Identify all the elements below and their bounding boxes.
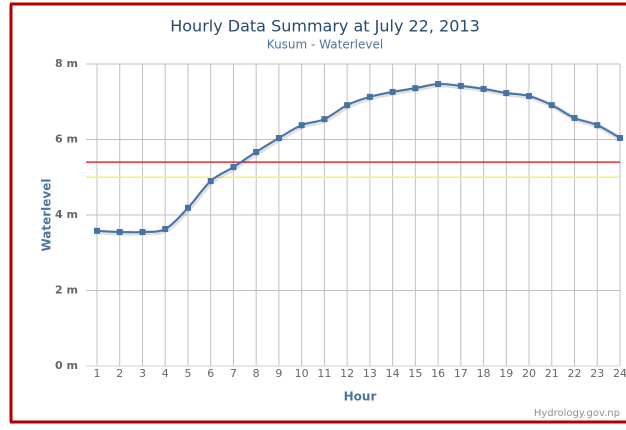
point-marker <box>184 204 191 211</box>
point-marker <box>230 164 237 171</box>
y-tick-label: 2 m <box>55 284 78 297</box>
point-marker <box>344 102 351 109</box>
x-tick-label: 19 <box>499 367 513 380</box>
y-tick-label: 8 m <box>55 57 78 70</box>
y-tick-label: 0 m <box>55 359 78 372</box>
point-marker <box>526 93 533 100</box>
chart-title: Hourly Data Summary at July 22, 2013 <box>170 17 480 36</box>
x-tick-label: 4 <box>162 367 169 380</box>
point-marker <box>275 134 282 141</box>
point-marker <box>571 114 578 121</box>
point-marker <box>116 228 123 235</box>
x-tick-label: 7 <box>230 367 237 380</box>
x-tick-label: 20 <box>522 367 536 380</box>
x-axis-title: Hour <box>344 390 377 404</box>
point-marker <box>366 93 373 100</box>
credit: Hydrology.gov.np <box>534 408 620 419</box>
point-marker <box>94 227 100 234</box>
point-marker <box>298 122 305 129</box>
point-marker <box>503 90 510 97</box>
point-marker <box>594 122 601 129</box>
x-tick-label: 21 <box>545 367 559 380</box>
x-tick-label: 13 <box>363 367 377 380</box>
point-marker <box>321 116 328 123</box>
x-tick-label: 8 <box>253 367 260 380</box>
x-tick-label: 23 <box>590 367 604 380</box>
x-tick-label: 5 <box>184 367 191 380</box>
x-tick-label: 18 <box>477 367 491 380</box>
y-tick-label: 6 m <box>55 133 78 146</box>
x-tick-label: 11 <box>317 367 331 380</box>
x-tick-label: 12 <box>340 367 354 380</box>
x-tick-label: 10 <box>295 367 309 380</box>
point-marker <box>435 81 442 88</box>
x-tick-label: 24 <box>613 367 626 380</box>
x-tick-label: 17 <box>454 367 468 380</box>
series-line <box>96 82 621 234</box>
x-tick-label: 15 <box>408 367 422 380</box>
point-marker <box>412 85 419 92</box>
point-marker <box>207 178 214 185</box>
point-marker <box>162 225 169 232</box>
x-tick-label: 22 <box>568 367 582 380</box>
point-marker <box>617 134 623 141</box>
x-tick-label: 1 <box>94 367 101 380</box>
point-marker <box>480 85 487 92</box>
x-tick-label: 6 <box>207 367 214 380</box>
point-marker <box>457 82 464 89</box>
x-tick-label: 16 <box>431 367 445 380</box>
y-axis-title: Waterlevel <box>40 178 54 251</box>
series-shadow <box>97 82 623 236</box>
point-marker <box>139 228 146 235</box>
x-tick-label: 2 <box>116 367 123 380</box>
x-tick-label: 9 <box>275 367 282 380</box>
x-tick-label: 14 <box>386 367 400 380</box>
point-marker <box>389 88 396 95</box>
point-marker <box>253 148 260 155</box>
point-marker <box>548 102 555 109</box>
x-tick-label: 3 <box>139 367 146 380</box>
chart-subtitle: Kusum - Waterlevel <box>267 38 383 52</box>
y-tick-label: 4 m <box>55 208 78 221</box>
